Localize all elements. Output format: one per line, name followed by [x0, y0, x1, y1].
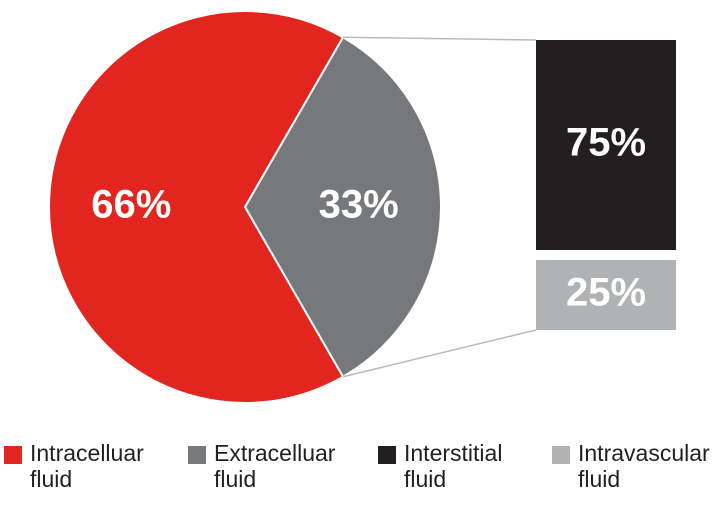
legend-label: Interstitial fluid: [404, 440, 503, 492]
legend-swatch: [188, 446, 206, 464]
bar-label: 25%: [566, 271, 646, 315]
slice-label: 66%: [91, 183, 171, 227]
legend-label: Intravascular fluid: [578, 440, 710, 492]
legend-label: Extracelluar fluid: [214, 440, 336, 492]
legend-swatch: [552, 446, 570, 464]
legend-swatch: [378, 446, 396, 464]
bar-segment: [536, 40, 676, 250]
connector: [342, 36, 537, 41]
legend-label: Intracelluar fluid: [30, 440, 144, 492]
legend-swatch: [4, 446, 22, 464]
legend-item: Extracelluar fluid: [188, 440, 354, 492]
chart: 33% 66% 75% 25%: [48, 10, 676, 404]
legend-item: Intracelluar fluid: [4, 440, 170, 492]
connector: [342, 329, 537, 378]
pie-slice: [48, 10, 345, 404]
legend-item: Intravascular fluid: [552, 440, 718, 492]
legend-item: Interstitial fluid: [378, 440, 544, 492]
bar-segment: [536, 260, 676, 330]
slice-label: 33%: [319, 183, 399, 227]
bar-label: 75%: [566, 121, 646, 165]
